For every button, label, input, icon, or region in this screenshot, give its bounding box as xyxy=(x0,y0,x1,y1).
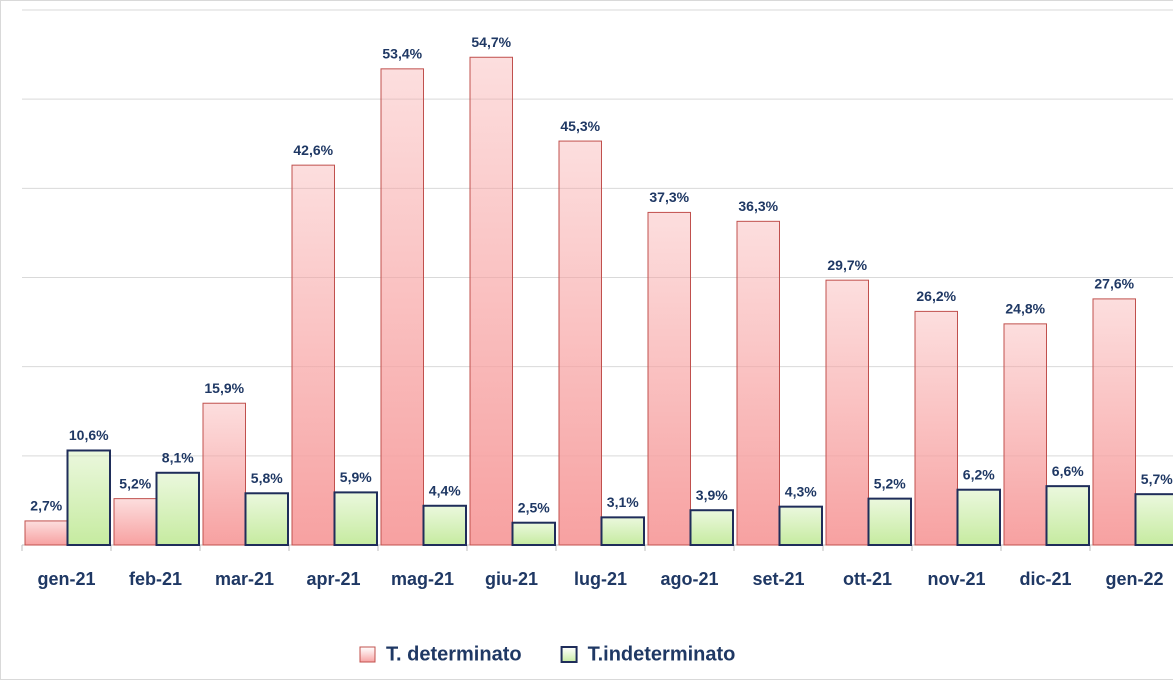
legend-label: T. determinato xyxy=(386,643,522,665)
data-label: 45,3% xyxy=(560,118,600,134)
data-label: 24,8% xyxy=(1005,301,1045,317)
data-label: 42,6% xyxy=(293,142,333,158)
x-tick-label: mag-21 xyxy=(391,569,454,589)
bar xyxy=(155,471,200,546)
bar xyxy=(380,68,424,546)
data-label: 8,1% xyxy=(162,449,194,465)
bar xyxy=(736,220,780,546)
bar xyxy=(202,402,246,546)
data-label: 54,7% xyxy=(471,34,511,50)
data-label: 29,7% xyxy=(827,257,867,273)
x-tick-label: ott-21 xyxy=(843,569,892,589)
data-label: 3,1% xyxy=(607,494,639,510)
data-label: 5,9% xyxy=(340,469,372,485)
data-label: 15,9% xyxy=(204,380,244,396)
data-label: 2,5% xyxy=(518,499,550,515)
data-label: 5,2% xyxy=(119,475,151,491)
data-label: 26,2% xyxy=(916,288,956,304)
x-tick-label: mar-21 xyxy=(215,569,274,589)
data-label: 4,4% xyxy=(429,482,461,498)
bar xyxy=(647,211,691,546)
bar xyxy=(825,279,869,546)
data-label: 37,3% xyxy=(649,189,689,205)
data-label: 4,3% xyxy=(785,483,817,499)
data-label: 6,2% xyxy=(963,466,995,482)
legend-swatch xyxy=(560,646,578,663)
bar xyxy=(511,521,556,546)
x-tick-label: ago-21 xyxy=(660,569,718,589)
bar xyxy=(956,488,1001,547)
bar xyxy=(558,140,602,546)
bar xyxy=(469,56,513,546)
data-label: 6,6% xyxy=(1052,463,1084,479)
x-tick-label: apr-21 xyxy=(306,569,360,589)
x-tick-label: lug-21 xyxy=(574,569,627,589)
bar xyxy=(867,497,912,546)
bar xyxy=(689,509,734,547)
bar xyxy=(600,516,645,547)
bar xyxy=(1092,298,1136,546)
bar xyxy=(24,520,68,546)
data-label: 5,7% xyxy=(1141,471,1173,487)
data-label: 5,2% xyxy=(874,475,906,491)
bar xyxy=(244,492,289,546)
x-tick-label: set-21 xyxy=(752,569,804,589)
data-label: 3,9% xyxy=(696,487,728,503)
x-tick-label: feb-21 xyxy=(129,569,182,589)
data-label: 10,6% xyxy=(69,427,109,443)
bar xyxy=(113,498,157,546)
x-tick-label: gen-22 xyxy=(1105,569,1163,589)
x-tick-label: nov-21 xyxy=(927,569,985,589)
data-label: 2,7% xyxy=(30,498,62,514)
x-tick-label: dic-21 xyxy=(1019,569,1071,589)
bar xyxy=(1045,485,1090,546)
bar xyxy=(66,449,111,547)
bar xyxy=(1003,323,1047,546)
data-label: 36,3% xyxy=(738,198,778,214)
legend-label: T.indeterminato xyxy=(588,643,736,665)
bar xyxy=(778,505,823,546)
bar xyxy=(1134,493,1173,546)
data-label: 27,6% xyxy=(1094,276,1134,292)
x-tick-label: gen-21 xyxy=(37,569,95,589)
bar xyxy=(291,164,335,546)
data-label: 5,8% xyxy=(251,470,283,486)
bar xyxy=(422,504,467,546)
x-tick-label: giu-21 xyxy=(485,569,538,589)
bar xyxy=(333,491,378,546)
bar xyxy=(914,310,958,546)
legend-swatch xyxy=(359,646,376,663)
data-label: 53,4% xyxy=(382,46,422,62)
